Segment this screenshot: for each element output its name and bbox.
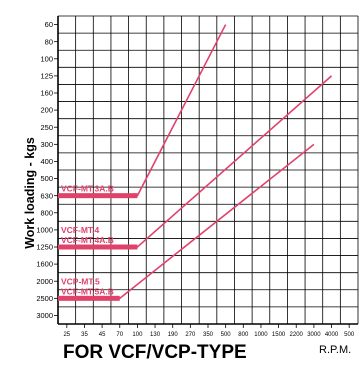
y-tick-label: 2500 xyxy=(36,294,53,303)
x-tick-label: 270 xyxy=(185,332,196,338)
y-tick-label: 1600 xyxy=(36,260,53,269)
y-tick-label: 400 xyxy=(40,157,53,166)
x-tick-label: 100 xyxy=(132,332,143,338)
grid xyxy=(54,15,359,328)
x-tick-label: 190 xyxy=(168,332,179,338)
y-tick-label: 80 xyxy=(45,37,53,46)
series-label: VCP-MT.5 xyxy=(61,276,100,286)
y-tick-label: 500 xyxy=(40,174,53,183)
x-tick-labels: 25 35 45 70 100 130 190 270 350 500 800 1000 1500 220… xyxy=(63,332,354,338)
y-tick-label: 1000 xyxy=(36,225,53,234)
series-flat-bar xyxy=(58,193,138,199)
chart-title: FOR VCF/VCP-TYPE xyxy=(63,342,247,363)
x-tick-label: 350 xyxy=(203,332,214,338)
series-label: VCF-MT.3A.B xyxy=(61,184,114,194)
series-label: VCF-MT.5A.B xyxy=(61,286,114,296)
x-tick-label: 35 xyxy=(81,332,88,338)
series-flat-bar xyxy=(58,295,120,301)
y-tick-label: 100 xyxy=(40,54,53,63)
series-label: VCF-MT.4 xyxy=(61,225,100,235)
y-tick-label: 250 xyxy=(40,123,53,132)
x-tick-label: 500 xyxy=(221,332,232,338)
x-tick-label: 1000 xyxy=(254,332,268,338)
y-tick-label: 2000 xyxy=(36,277,53,286)
x-tick-label: 1500 xyxy=(272,332,286,338)
series-lines xyxy=(58,24,333,301)
y-tick-label: 630 xyxy=(40,191,53,200)
series-flat-bar xyxy=(58,244,138,250)
x-tick-label: 2200 xyxy=(290,332,304,338)
series-label: VCF-MT.4A.B xyxy=(61,235,114,245)
y-axis-label: Work loading - kgs xyxy=(23,137,37,249)
x-tick-label: 130 xyxy=(150,332,161,338)
x-tick-label: 25 xyxy=(63,332,70,338)
x-tick-label: 800 xyxy=(238,332,249,338)
x-tick-label: 3000 xyxy=(307,332,321,338)
y-tick-label: 60 xyxy=(45,20,53,29)
x-tick-label: 70 xyxy=(116,332,123,338)
x-tick-label: 4000 xyxy=(325,332,339,338)
x-tick-label: 45 xyxy=(99,332,106,338)
y-tick-label: 3000 xyxy=(36,311,53,320)
y-tick-label: 200 xyxy=(40,106,53,115)
x-tick-label: 500 xyxy=(344,332,355,338)
x-axis-unit-label: R.P.M. xyxy=(319,344,351,356)
y-tick-label: 125 xyxy=(40,71,53,80)
y-tick-label: 300 xyxy=(40,140,53,149)
y-tick-label: 800 xyxy=(40,208,53,217)
y-tick-label: 1250 xyxy=(36,243,53,252)
y-tick-label: 160 xyxy=(40,89,53,98)
y-tick-labels: 60 80 100 125 160 200 250 300 400 500 630 800 1000 12… xyxy=(36,20,53,320)
